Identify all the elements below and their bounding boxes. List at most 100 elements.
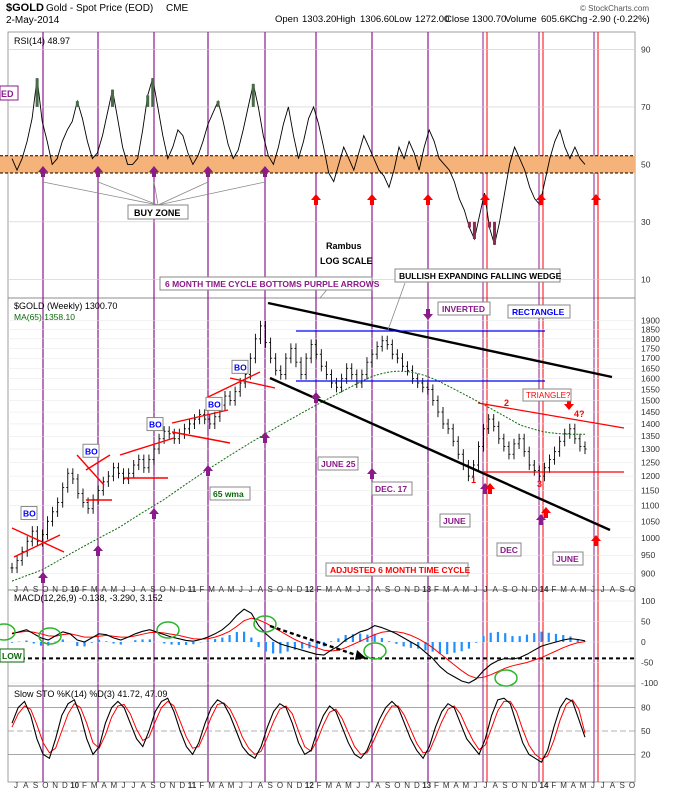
sto-layer: 80 50 20 bbox=[8, 697, 651, 763]
time-cycle-label: 6 MONTH TIME CYCLE BOTTOMS PURPLE ARROWS bbox=[165, 279, 380, 289]
june25-box bbox=[317, 456, 359, 471]
x-tick-label: J bbox=[601, 781, 605, 790]
x-tick-label: J bbox=[591, 781, 595, 790]
inverted-label: INVERTED bbox=[442, 304, 485, 314]
x-tick-label: 12 bbox=[305, 585, 314, 594]
buy-zone-pointer bbox=[157, 181, 209, 206]
x-tick-label: 13 bbox=[422, 781, 431, 790]
wave-2-label: 2 bbox=[504, 398, 509, 408]
x-tick-label: M bbox=[580, 781, 587, 790]
x-tick-label: O bbox=[629, 781, 635, 790]
x-tick-label: M bbox=[326, 585, 333, 594]
x-tick-label: J bbox=[131, 585, 135, 594]
x-tick-label: S bbox=[620, 781, 625, 790]
open-label: Open bbox=[275, 14, 298, 25]
wedge-top-line bbox=[267, 301, 613, 379]
close-value: 1300.70 bbox=[472, 14, 506, 25]
chart-symbol: $GOLD bbox=[6, 2, 44, 14]
x-tick-label: J bbox=[601, 585, 605, 594]
x-tick-label: A bbox=[610, 781, 616, 790]
x-tick-label: N bbox=[170, 585, 176, 594]
x-tick-label: O bbox=[512, 585, 518, 594]
x-tick-label: A bbox=[23, 781, 29, 790]
x-tick-label: J bbox=[366, 585, 370, 594]
rsi-tick-label: 90 bbox=[641, 44, 651, 54]
x-tick-label: 10 bbox=[70, 585, 79, 594]
macd-layer: 100 50 0 -50 -100 bbox=[0, 596, 658, 688]
price-tick-label: 1900 bbox=[641, 316, 660, 326]
wave-1-label: 1 bbox=[471, 475, 476, 485]
june2-label: JUNE bbox=[556, 554, 579, 564]
bo-label: BO bbox=[23, 509, 36, 519]
x-tick-label: F bbox=[551, 781, 556, 790]
price-tick-label: 1350 bbox=[641, 431, 660, 441]
macd-circle bbox=[38, 627, 62, 645]
high-value: 1306.60 bbox=[360, 14, 394, 25]
x-tick-label: S bbox=[502, 781, 507, 790]
price-label: $GOLD (Weekly) 1300.70 bbox=[14, 301, 117, 311]
x-tick-label: D bbox=[414, 781, 420, 790]
chart-date: 2-May-2014 bbox=[6, 15, 60, 26]
sto-panel bbox=[7, 685, 636, 783]
adjusted-label: ADJUSTED 6 MONTH TIME CYCLE bbox=[330, 565, 471, 575]
price-tick-label: 1550 bbox=[641, 384, 660, 394]
rsi-left-tag: ED bbox=[1, 89, 14, 99]
triangle-label: TRIANGLE? bbox=[526, 391, 571, 400]
rectangle-box bbox=[507, 304, 571, 319]
rambus-label: Rambus bbox=[326, 241, 362, 251]
sto-d-line bbox=[11, 699, 586, 760]
price-up-arrow bbox=[591, 535, 601, 546]
x-tick-label: F bbox=[82, 781, 87, 790]
x-tick-label: M bbox=[462, 585, 469, 594]
wedge-box bbox=[394, 268, 561, 283]
x-tick-label: S bbox=[385, 585, 390, 594]
x-tick-label: J bbox=[474, 781, 478, 790]
x-tick-label: O bbox=[277, 585, 283, 594]
x-tick-label: J bbox=[122, 781, 126, 790]
channel-line bbox=[76, 454, 105, 486]
price-panel bbox=[7, 297, 636, 591]
buy-zone-label: BUY ZONE bbox=[134, 208, 180, 218]
x-tick-label: F bbox=[434, 585, 439, 594]
macd-label: MACD(12,26,9) -0.138, -3.290, 3.152 bbox=[14, 593, 163, 603]
x-tick-label: S bbox=[150, 781, 155, 790]
macd-tick-label: -100 bbox=[641, 678, 658, 688]
channel-line bbox=[171, 431, 231, 444]
price-layer: 1900185018001750170016501600155015001450… bbox=[8, 279, 660, 583]
x-tick-label: J bbox=[366, 781, 370, 790]
x-tick-label: S bbox=[150, 585, 155, 594]
chart-name: Gold - Spot Price (EOD) bbox=[46, 3, 153, 14]
x-tick-label: A bbox=[571, 585, 577, 594]
june25-label: JUNE 25 bbox=[321, 459, 356, 469]
x-tick-label: F bbox=[551, 585, 556, 594]
x-tick-label: M bbox=[208, 585, 215, 594]
x-tick-label: M bbox=[208, 781, 215, 790]
price-tick-label: 1850 bbox=[641, 325, 660, 335]
x-tick-label: M bbox=[443, 781, 450, 790]
x-tick-label: D bbox=[531, 585, 537, 594]
x-tick-label: O bbox=[512, 781, 518, 790]
rsi-red-arrow bbox=[591, 194, 601, 205]
ma65-line bbox=[11, 370, 585, 582]
x-tick-label: D bbox=[179, 585, 185, 594]
x-tick-label: J bbox=[591, 585, 595, 594]
channel-line bbox=[85, 454, 111, 471]
x-tick-label: 11 bbox=[188, 781, 197, 790]
sto-tick-label: 80 bbox=[641, 703, 651, 713]
x-tick-label: F bbox=[317, 781, 322, 790]
x-tick-label: D bbox=[531, 781, 537, 790]
wedge-pointer bbox=[387, 282, 406, 331]
buy-zone-pointer bbox=[153, 181, 159, 206]
x-tick-label: O bbox=[42, 585, 48, 594]
time-cycle-box bbox=[159, 276, 373, 291]
x-tick-label: M bbox=[345, 585, 352, 594]
wma-label: 65 wma bbox=[213, 489, 244, 499]
x-tick-label: N bbox=[287, 585, 293, 594]
wedge-bottom-line bbox=[269, 376, 611, 532]
volume-value: 605.6K bbox=[541, 14, 572, 25]
buy-zone-pointer bbox=[42, 181, 159, 206]
inverted-box bbox=[437, 301, 491, 316]
macd-trend-arrow bbox=[269, 624, 366, 660]
triangle-box bbox=[522, 388, 572, 402]
price-down-arrow bbox=[423, 309, 433, 320]
